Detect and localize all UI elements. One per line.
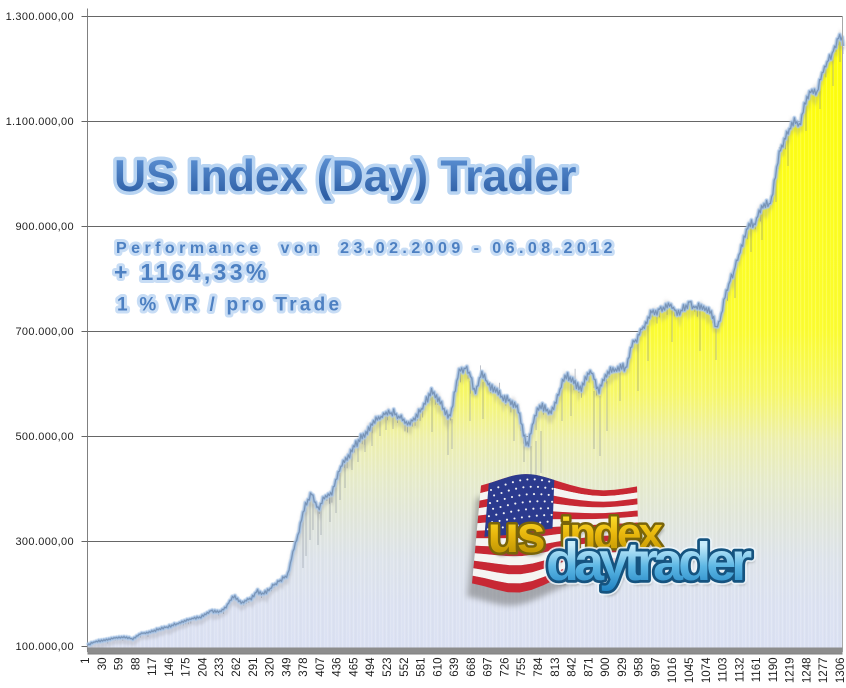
svg-text:1248: 1248 — [801, 658, 813, 684]
svg-text:index: index — [563, 513, 666, 562]
svg-text:700.000,00: 700.000,00 — [15, 326, 74, 338]
svg-text:697: 697 — [483, 658, 495, 677]
svg-text:639: 639 — [449, 658, 461, 677]
svg-text:1161: 1161 — [751, 658, 763, 683]
svg-text:784: 784 — [533, 657, 545, 677]
svg-text:813: 813 — [550, 658, 562, 677]
svg-text:175: 175 — [181, 658, 193, 677]
svg-text:900.000,00: 900.000,00 — [15, 221, 74, 233]
svg-text:523: 523 — [382, 658, 394, 677]
svg-text:1219: 1219 — [785, 658, 797, 684]
svg-text:1.100.000,00: 1.100.000,00 — [6, 116, 74, 128]
svg-text:610: 610 — [432, 658, 444, 677]
svg-text:daytrader: daytrader — [546, 532, 752, 592]
svg-text:30: 30 — [97, 658, 109, 671]
svg-text:500.000,00: 500.000,00 — [15, 431, 74, 443]
svg-text:Performance von 23.02.2009 -: Performance von 23.02.2009 - 06.08.2012 — [116, 240, 617, 257]
svg-text:1.300.000,00: 1.300.000,00 — [6, 11, 74, 23]
svg-text:us: us — [490, 510, 546, 568]
svg-text:1190: 1190 — [768, 658, 780, 683]
svg-text:262: 262 — [231, 658, 243, 677]
svg-text:436: 436 — [332, 658, 344, 677]
svg-text:daytrader: daytrader — [546, 532, 752, 592]
svg-text:987: 987 — [650, 658, 662, 677]
svg-text:117: 117 — [147, 658, 159, 676]
svg-text:daytrader: daytrader — [549, 537, 755, 597]
svg-text:us: us — [488, 506, 544, 564]
svg-text:726: 726 — [499, 658, 511, 677]
svg-text:1: 1 — [80, 658, 92, 664]
svg-text:349: 349 — [281, 658, 293, 677]
svg-text:494: 494 — [365, 657, 377, 677]
svg-text:407: 407 — [315, 658, 327, 677]
svg-text:1277: 1277 — [818, 658, 830, 684]
svg-text:871: 871 — [583, 658, 595, 677]
svg-text:1306: 1306 — [835, 658, 846, 684]
svg-text:233: 233 — [214, 658, 226, 677]
svg-text:320: 320 — [265, 658, 277, 677]
svg-text:204: 204 — [197, 657, 209, 677]
svg-text:929: 929 — [617, 658, 629, 677]
svg-text:1 % VR / pro Trade: 1 % VR / pro Trade — [117, 295, 342, 316]
svg-text:+ 1164,33%: + 1164,33% — [114, 259, 270, 285]
svg-text:581: 581 — [416, 658, 428, 677]
svg-text:958: 958 — [634, 658, 646, 677]
svg-text:1132: 1132 — [734, 658, 746, 683]
svg-text:index: index — [560, 509, 663, 558]
svg-text:100.000,00: 100.000,00 — [15, 641, 74, 653]
svg-text:842: 842 — [567, 658, 579, 677]
svg-text:+ 1164,33%: + 1164,33% — [114, 259, 270, 285]
svg-text:755: 755 — [516, 658, 528, 677]
svg-text:291: 291 — [248, 658, 260, 677]
svg-text:668: 668 — [466, 658, 478, 677]
svg-text:Performance von 23.02.2009 -: Performance von 23.02.2009 - 06.08.2012 — [116, 240, 617, 257]
svg-text:1074: 1074 — [701, 657, 713, 683]
svg-text:59: 59 — [114, 658, 126, 671]
svg-text:1045: 1045 — [684, 658, 696, 684]
svg-text:552: 552 — [399, 658, 411, 677]
svg-text:US Index (Day) Trader: US Index (Day) Trader — [114, 152, 576, 201]
svg-text:1016: 1016 — [667, 658, 679, 684]
svg-text:88: 88 — [130, 658, 142, 671]
svg-text:146: 146 — [164, 658, 176, 677]
svg-text:378: 378 — [298, 658, 310, 677]
svg-text:1 % VR / pro Trade: 1 % VR / pro Trade — [117, 295, 342, 316]
svg-text:1103: 1103 — [718, 658, 730, 683]
svg-text:465: 465 — [348, 658, 360, 677]
svg-text:300.000,00: 300.000,00 — [15, 536, 74, 548]
svg-text:US Index (Day) Trader: US Index (Day) Trader — [114, 152, 576, 201]
svg-text:900: 900 — [600, 658, 612, 677]
